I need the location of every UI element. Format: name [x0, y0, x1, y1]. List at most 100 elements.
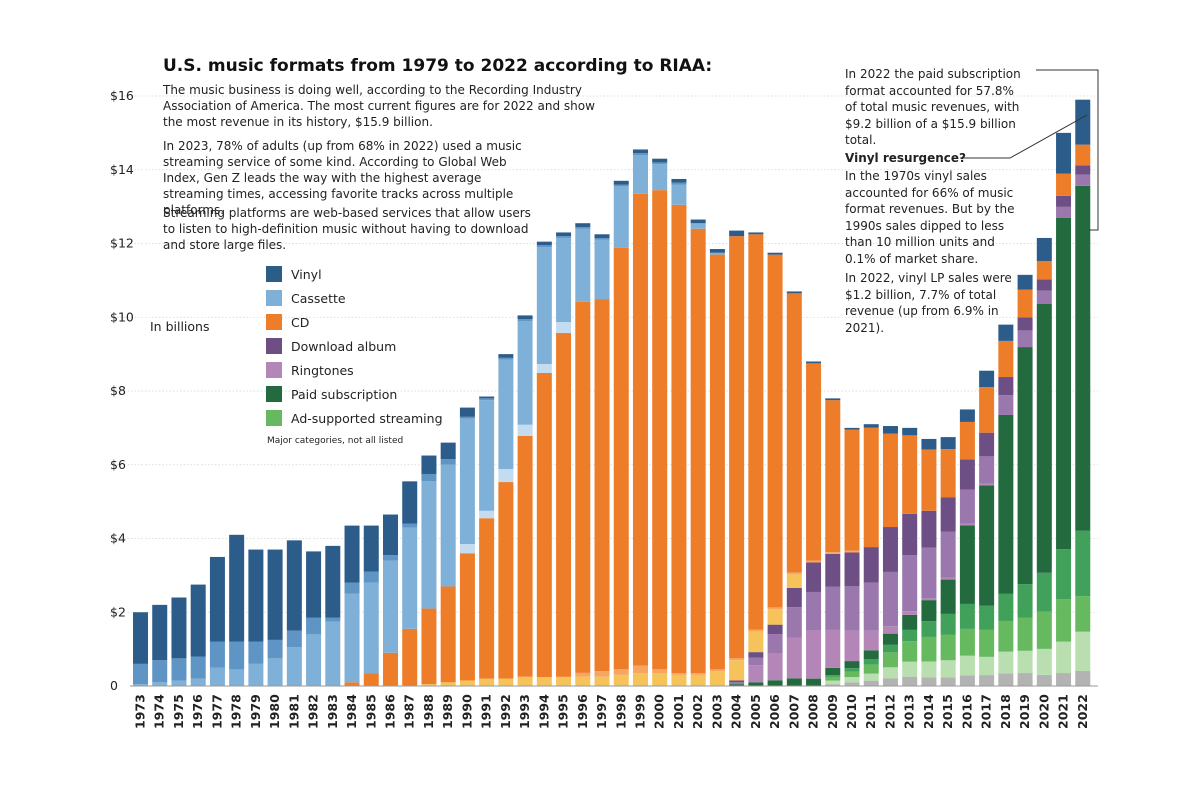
x-tick-label: 1975 — [171, 694, 186, 729]
bar-segment — [959, 523, 975, 526]
bar-segment — [402, 527, 418, 629]
bar-segment — [921, 438, 937, 450]
bar-segment — [171, 680, 187, 686]
bar-segment — [440, 442, 456, 460]
bar-segment — [613, 247, 629, 670]
bar-segment — [863, 680, 879, 686]
x-tick-label: 1993 — [517, 694, 532, 729]
x-tick-label: 2020 — [1036, 694, 1051, 729]
bar-segment — [421, 455, 437, 474]
bar-segment — [459, 680, 475, 686]
bar-segment — [902, 641, 918, 662]
bar-segment — [825, 667, 841, 676]
bar-segment — [979, 629, 995, 657]
bar-segment — [844, 661, 860, 669]
bar-segment — [1056, 206, 1072, 218]
bar-segment — [575, 223, 591, 227]
bar-segment — [863, 630, 879, 651]
x-tick-label: 1992 — [498, 694, 513, 729]
bar-segment — [1036, 674, 1052, 686]
bar-segment — [940, 577, 956, 580]
bar-segment — [902, 676, 918, 686]
bar-segment — [786, 574, 802, 588]
legend: Vinyl Cassette CD Download album Rington… — [266, 262, 443, 446]
bar-segment — [652, 158, 668, 163]
bar-segment — [921, 621, 937, 637]
x-tick-label: 1997 — [594, 694, 609, 729]
bar-segment — [671, 182, 687, 185]
legend-note: Major categories, not all listed — [267, 436, 404, 446]
bar-segment — [998, 593, 1014, 621]
bar-segment — [498, 482, 514, 679]
bar-segment — [652, 669, 668, 674]
bar-segment — [998, 324, 1014, 341]
bar-segment — [536, 677, 552, 686]
bar-segment — [729, 682, 745, 685]
bar-segment — [979, 605, 995, 630]
bar-segment — [594, 239, 610, 300]
x-tick-label: 1979 — [248, 694, 263, 729]
bar-segment — [479, 398, 495, 401]
bar-segment — [613, 180, 629, 185]
bar-segment — [863, 673, 879, 681]
y-axis-unit-label: In billions — [150, 319, 210, 334]
legend-item-ad-supported-streaming: Ad-supported streaming — [266, 406, 443, 430]
bar-segment — [1056, 641, 1072, 674]
bar-segment — [479, 518, 495, 679]
x-tick-label: 1988 — [421, 694, 436, 729]
x-tick-label: 2018 — [998, 694, 1013, 729]
x-tick-label: 1991 — [479, 694, 494, 729]
bar-segment — [806, 630, 822, 679]
bar-segment — [921, 600, 937, 622]
bar-segment — [1017, 347, 1033, 585]
bar-segment — [979, 656, 995, 676]
bar-segment — [882, 667, 898, 679]
bar-segment — [1056, 549, 1072, 600]
bar-segment — [421, 608, 437, 685]
bar-segment — [652, 164, 668, 191]
y-tick-label: $16 — [110, 88, 134, 103]
bar-segment — [671, 184, 687, 205]
bar-segment — [940, 634, 956, 661]
bar-segment — [979, 432, 995, 457]
bar-segment — [998, 620, 1014, 652]
bar-segment — [1017, 673, 1033, 686]
bar-segment — [940, 677, 956, 686]
x-tick-label: 2012 — [882, 694, 897, 729]
x-tick-label: 2008 — [806, 694, 821, 729]
bar-segment — [344, 593, 360, 683]
bar-segment — [1036, 648, 1052, 675]
bar-segment — [882, 644, 898, 653]
bar-segment — [902, 611, 918, 615]
bar-segment — [786, 572, 802, 575]
bar-segment — [363, 673, 379, 686]
bar-segment — [959, 421, 975, 460]
bar-segment — [536, 245, 552, 248]
bar-segment — [806, 562, 822, 592]
bar-segment — [209, 667, 225, 686]
bar-segment — [767, 624, 783, 635]
bar-segment — [479, 396, 495, 399]
x-tick-label: 1996 — [575, 694, 590, 729]
streaming-paragraph: In 2023, 78% of adults (up from 68% in 2… — [163, 139, 522, 217]
bar-segment — [1075, 631, 1091, 672]
bar-segment — [382, 560, 398, 653]
bar-segment — [344, 682, 360, 686]
bar-segment — [940, 579, 956, 614]
x-tick-label: 2015 — [940, 694, 955, 729]
bar-segment — [902, 427, 918, 436]
bar-segment — [229, 669, 245, 686]
x-tick-label: 1980 — [267, 694, 282, 729]
legend-swatch-cassette — [266, 290, 282, 306]
intro-paragraph: The music business is doing well, accord… — [163, 83, 595, 129]
bar-segment — [498, 359, 514, 470]
bar-segment — [306, 551, 322, 618]
y-tick-label: $10 — [110, 309, 134, 324]
x-tick-label: 1986 — [382, 694, 397, 729]
bar-segment — [748, 631, 764, 653]
bar-segment — [825, 586, 841, 630]
x-tick-label: 2013 — [902, 694, 917, 729]
x-tick-label: 1982 — [306, 694, 321, 729]
bar-segment — [882, 652, 898, 668]
